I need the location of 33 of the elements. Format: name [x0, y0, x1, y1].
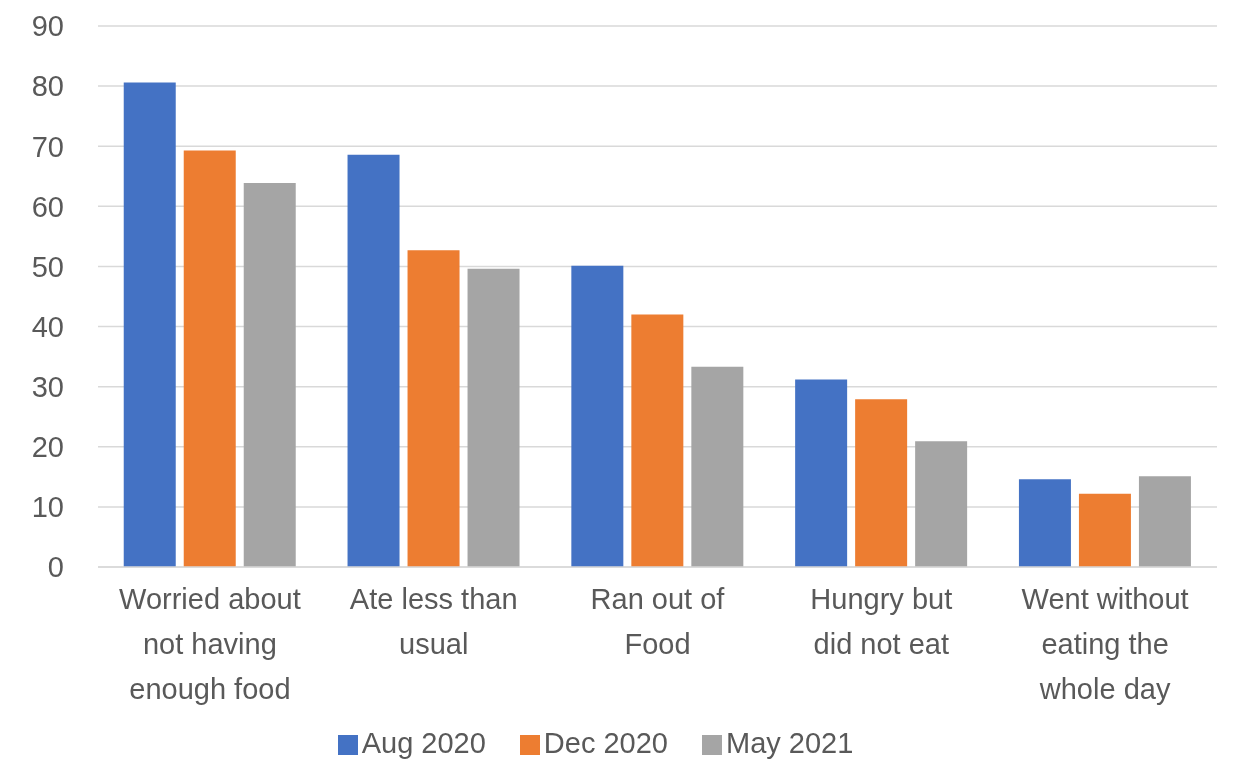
bar — [631, 314, 684, 567]
bar — [1078, 493, 1131, 567]
legend-label: Dec 2020 — [543, 727, 668, 759]
y-tick-label: 80 — [31, 70, 64, 103]
bar — [347, 154, 400, 567]
bar — [691, 366, 744, 567]
x-tick-label: Went without eating the whole day — [1021, 583, 1189, 705]
x-tick-label: Ran out of Food — [590, 583, 726, 660]
y-tick-label: 20 — [31, 431, 64, 464]
y-tick-label: 60 — [31, 190, 64, 223]
y-tick-label: 40 — [31, 310, 64, 343]
legend-label: May 2021 — [725, 727, 854, 759]
bar — [915, 441, 968, 567]
x-tick-label: Ate less than usual — [349, 583, 518, 660]
bar — [407, 250, 460, 567]
bar — [123, 82, 176, 567]
x-tick-label: Worried about not having enough food — [119, 583, 301, 705]
bar — [243, 182, 296, 567]
bar — [183, 150, 236, 567]
bar — [855, 399, 908, 567]
bar — [1138, 476, 1191, 567]
legend-label: Aug 2020 — [361, 727, 486, 759]
bar — [1018, 479, 1071, 567]
bar — [795, 379, 848, 567]
x-tick-label: Hungry but did not eat — [810, 583, 953, 660]
y-tick-label: 90 — [31, 10, 64, 43]
bar — [571, 265, 624, 567]
y-tick-label: 30 — [31, 370, 64, 403]
y-tick-label: 70 — [31, 130, 64, 163]
y-tick-label: 10 — [31, 491, 64, 524]
bar — [467, 268, 520, 567]
y-tick-label: 0 — [47, 551, 64, 584]
y-tick-label: 50 — [31, 250, 64, 283]
